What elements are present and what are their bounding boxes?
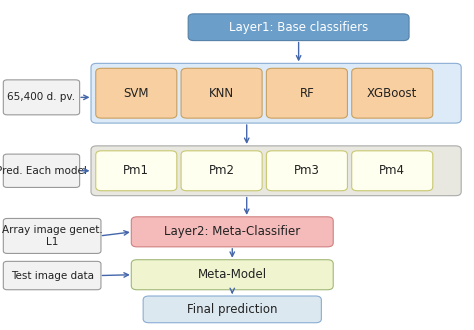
FancyBboxPatch shape [131,260,333,290]
Text: Layer2: Meta-Classifier: Layer2: Meta-Classifier [164,225,301,238]
FancyBboxPatch shape [91,63,461,123]
Text: Layer1: Base classifiers: Layer1: Base classifiers [229,21,368,34]
FancyBboxPatch shape [181,68,262,118]
Text: Pm4: Pm4 [379,164,405,177]
Text: KNN: KNN [209,87,234,100]
FancyBboxPatch shape [3,261,101,290]
FancyBboxPatch shape [188,14,409,41]
FancyBboxPatch shape [91,146,461,196]
Text: Pm1: Pm1 [123,164,149,177]
FancyBboxPatch shape [96,68,177,118]
FancyBboxPatch shape [131,217,333,247]
Text: Pred. Each model: Pred. Each model [0,166,87,176]
Text: Test image data: Test image data [10,271,94,280]
FancyBboxPatch shape [352,151,433,191]
Text: SVM: SVM [124,87,149,100]
Text: Pm3: Pm3 [294,164,320,177]
Text: 65,400 d. pv.: 65,400 d. pv. [8,92,75,102]
Text: XGBoost: XGBoost [367,87,418,100]
FancyBboxPatch shape [266,151,347,191]
FancyBboxPatch shape [352,68,433,118]
FancyBboxPatch shape [181,151,262,191]
FancyBboxPatch shape [3,218,101,253]
FancyBboxPatch shape [266,68,347,118]
Text: Array image genet.
L1: Array image genet. L1 [2,225,102,247]
Text: Pm2: Pm2 [209,164,235,177]
FancyBboxPatch shape [3,80,80,115]
Text: Meta-Model: Meta-Model [198,268,267,281]
Text: Final prediction: Final prediction [187,303,277,316]
FancyBboxPatch shape [3,154,80,187]
Text: RF: RF [300,87,314,100]
FancyBboxPatch shape [96,151,177,191]
FancyBboxPatch shape [143,296,321,323]
